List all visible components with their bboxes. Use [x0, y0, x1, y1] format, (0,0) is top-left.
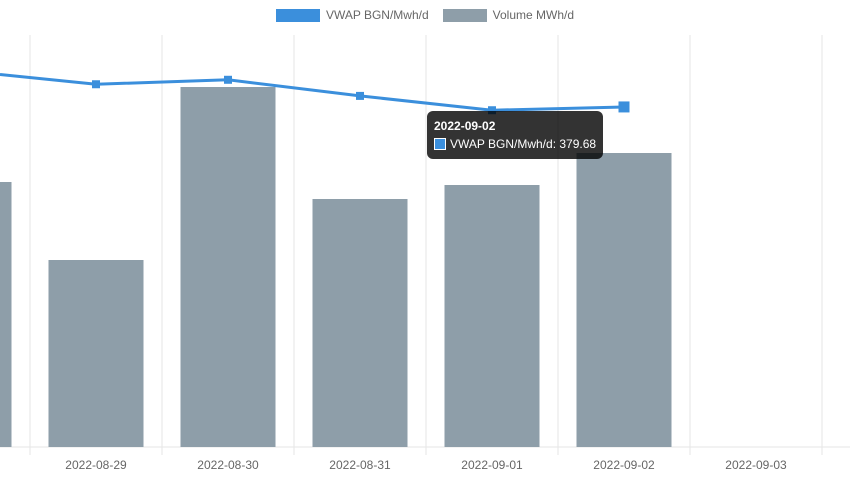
legend-item-vwap[interactable]: VWAP BGN/Mwh/d [275, 8, 429, 22]
volume-bar[interactable] [180, 87, 276, 447]
vwap-point[interactable] [92, 80, 100, 89]
vwap-point[interactable] [356, 91, 364, 100]
legend-swatch-volume [442, 8, 487, 22]
volume-bar[interactable] [0, 182, 12, 447]
tooltip-title: 2022-09-02 [434, 119, 496, 133]
vwap-line [0, 72, 625, 112]
volume-bar[interactable] [444, 185, 540, 447]
legend-label-volume: Volume MWh/d [492, 8, 575, 22]
x-tick-label: 2022-09-01 [461, 458, 523, 472]
x-tick-label: 2022-08-31 [329, 458, 391, 472]
x-tick-label: 2022-09-03 [725, 458, 787, 472]
volume-bar[interactable] [48, 260, 144, 447]
volume-bar[interactable] [312, 199, 408, 447]
legend-swatch-vwap [275, 8, 320, 22]
vwap-point-active[interactable] [618, 101, 630, 113]
x-tick-label: 2022-09-02 [593, 458, 655, 472]
tooltip-label: VWAP BGN/Mwh/d: 379.68 [450, 137, 597, 151]
vwap-point[interactable] [488, 106, 496, 115]
tooltip-swatch [434, 138, 446, 150]
legend-label-vwap: VWAP BGN/Mwh/d [325, 8, 429, 22]
chart-legend: VWAP BGN/Mwh/d Volume MWh/d [0, 8, 850, 22]
x-tick-label: 2022-08-30 [197, 458, 259, 472]
x-tick-label: 2022-08-29 [65, 458, 127, 472]
volume-bar[interactable] [576, 153, 672, 447]
chart-tooltip: 2022-09-02 VWAP BGN/Mwh/d: 379.68 [427, 111, 604, 159]
tooltip-row: VWAP BGN/Mwh/d: 379.68 [434, 135, 596, 153]
vwap-point[interactable] [224, 75, 232, 84]
legend-item-volume[interactable]: Volume MWh/d [442, 8, 575, 22]
